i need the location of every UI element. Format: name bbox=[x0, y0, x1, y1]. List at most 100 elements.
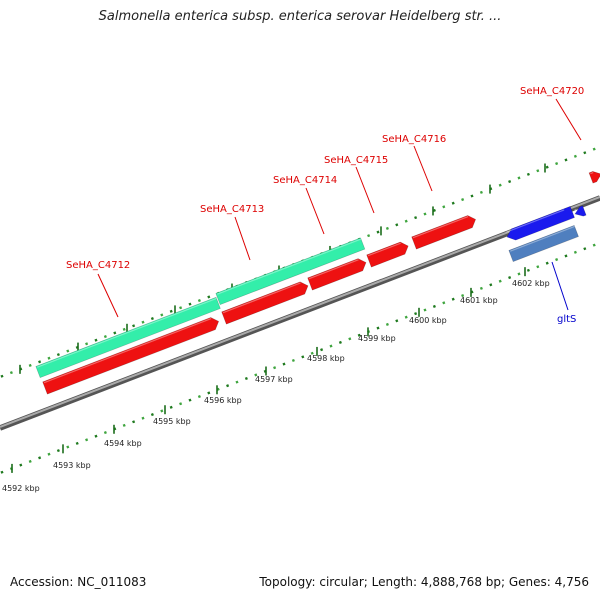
ruler-label: 4597 kbp bbox=[255, 375, 293, 384]
upper-tick bbox=[56, 353, 60, 357]
upper-tick bbox=[395, 223, 399, 227]
upper-tick bbox=[169, 309, 173, 313]
upper-tick bbox=[188, 302, 192, 306]
lower-tick bbox=[301, 355, 305, 359]
gene-SeHA-C4714-shape bbox=[307, 258, 367, 291]
lower-tick bbox=[141, 416, 145, 420]
cds-C4712-shape bbox=[35, 296, 221, 378]
lower-tick bbox=[489, 283, 493, 287]
upper-tick bbox=[583, 151, 587, 155]
leader-line bbox=[305, 187, 325, 235]
lower-tick bbox=[583, 247, 587, 251]
lower-tick bbox=[526, 268, 530, 272]
gene-SeHA-C4713[interactable] bbox=[221, 280, 311, 325]
lower-tick bbox=[38, 456, 42, 460]
upper-tick bbox=[451, 201, 455, 205]
upper-tick bbox=[479, 190, 483, 194]
upper-tick bbox=[94, 338, 98, 342]
gene-gltS-shape bbox=[506, 205, 575, 241]
gene-gltS[interactable] bbox=[505, 205, 575, 242]
cds-gltS-shape bbox=[508, 224, 579, 262]
gene-SeHA-C4714[interactable] bbox=[307, 256, 369, 291]
lower-tick bbox=[132, 420, 136, 424]
lower-tick bbox=[66, 445, 70, 449]
gene-label: SeHA_C4715 bbox=[324, 155, 388, 166]
lower-tick bbox=[188, 398, 192, 402]
leader-line bbox=[551, 261, 569, 311]
lower-tick bbox=[169, 405, 173, 409]
gene-SeHA-C4715-gloss bbox=[367, 242, 401, 257]
ruler-label: 4595 kbp bbox=[153, 417, 191, 426]
gene-label: SeHA_C4712 bbox=[66, 260, 130, 271]
lower-tick bbox=[545, 261, 549, 265]
cds-gltS-gloss bbox=[510, 225, 575, 252]
ruler-label: 4601 kbp bbox=[460, 296, 498, 305]
upper-tick bbox=[414, 216, 418, 220]
upper-tick bbox=[526, 172, 530, 176]
lower-tick bbox=[508, 276, 512, 280]
lower-tick bbox=[282, 362, 286, 366]
gene-reverse-small[interactable] bbox=[573, 205, 587, 219]
lower-tick bbox=[536, 265, 540, 269]
gene-SeHA-C4712[interactable] bbox=[42, 315, 221, 395]
ruler-label: 4598 kbp bbox=[307, 354, 345, 363]
gene-SeHA-C4715[interactable] bbox=[366, 240, 411, 268]
gene-SeHA-C4716-shape bbox=[411, 215, 477, 250]
lower-tick bbox=[273, 366, 277, 370]
gene-SeHA-C4714-gloss bbox=[308, 259, 359, 280]
lower-tick bbox=[498, 279, 502, 283]
upper-tick bbox=[85, 342, 89, 346]
gene-SeHA-C4716[interactable] bbox=[411, 213, 478, 250]
label-leader-lines bbox=[97, 98, 582, 318]
genome-stats-text: Topology: circular; Length: 4,888,768 bp… bbox=[259, 575, 589, 589]
feature-track[interactable] bbox=[35, 169, 600, 395]
gene-SeHA-C4720[interactable] bbox=[588, 169, 600, 184]
lower-tick bbox=[122, 423, 126, 427]
upper-tick bbox=[122, 327, 126, 331]
upper-tick bbox=[132, 324, 136, 328]
upper-tick bbox=[47, 356, 51, 360]
leader-line bbox=[555, 98, 582, 141]
gene-reverse-small-shape bbox=[574, 205, 587, 217]
lower-tick bbox=[235, 380, 239, 384]
lower-tick bbox=[85, 438, 89, 442]
upper-tick bbox=[517, 176, 521, 180]
upper-tick bbox=[573, 154, 577, 158]
lower-tick bbox=[56, 449, 60, 453]
upper-tick bbox=[404, 219, 408, 223]
cds-C4712-gloss bbox=[37, 297, 217, 368]
cds-gltS[interactable] bbox=[508, 224, 579, 262]
lower-tick bbox=[573, 250, 577, 254]
upper-tick bbox=[470, 194, 474, 198]
upper-tick bbox=[385, 226, 389, 230]
ruler-label-layer: 4592 kbp 4593 kbp 4594 kbp 4595 kbp 4596 kbp… bbox=[2, 279, 550, 493]
gene-label: SeHA_C4713 bbox=[200, 204, 264, 215]
lower-tick bbox=[47, 452, 51, 456]
gene-SeHA-C4715-shape bbox=[366, 241, 409, 268]
upper-tick bbox=[150, 317, 154, 321]
lower-tick bbox=[310, 351, 314, 355]
genome-backbone bbox=[0, 195, 600, 431]
cds-C4713-14[interactable] bbox=[215, 237, 366, 305]
upper-tick bbox=[113, 331, 117, 335]
upper-tick bbox=[442, 205, 446, 209]
upper-tick bbox=[0, 374, 4, 378]
upper-tick bbox=[461, 198, 465, 202]
leader-line bbox=[234, 216, 251, 261]
cds-C4712[interactable] bbox=[35, 296, 221, 378]
gene-SeHA-C4720-shape bbox=[588, 171, 600, 184]
gene-label: SeHA_C4720 bbox=[520, 86, 584, 97]
lower-tick bbox=[226, 384, 230, 388]
cds-C4713-14-shape bbox=[215, 237, 366, 305]
lower-tick bbox=[207, 391, 211, 395]
lower-tick bbox=[244, 376, 248, 381]
lower-tick bbox=[395, 319, 399, 323]
ruler-label: 4600 kbp bbox=[409, 316, 447, 325]
lower-tick bbox=[555, 258, 559, 262]
lower-tick bbox=[451, 297, 455, 301]
upper-tick bbox=[197, 298, 201, 303]
lower-tick bbox=[0, 470, 4, 474]
gene-label: SeHA_C4716 bbox=[382, 134, 446, 145]
upper-tick bbox=[376, 230, 380, 234]
